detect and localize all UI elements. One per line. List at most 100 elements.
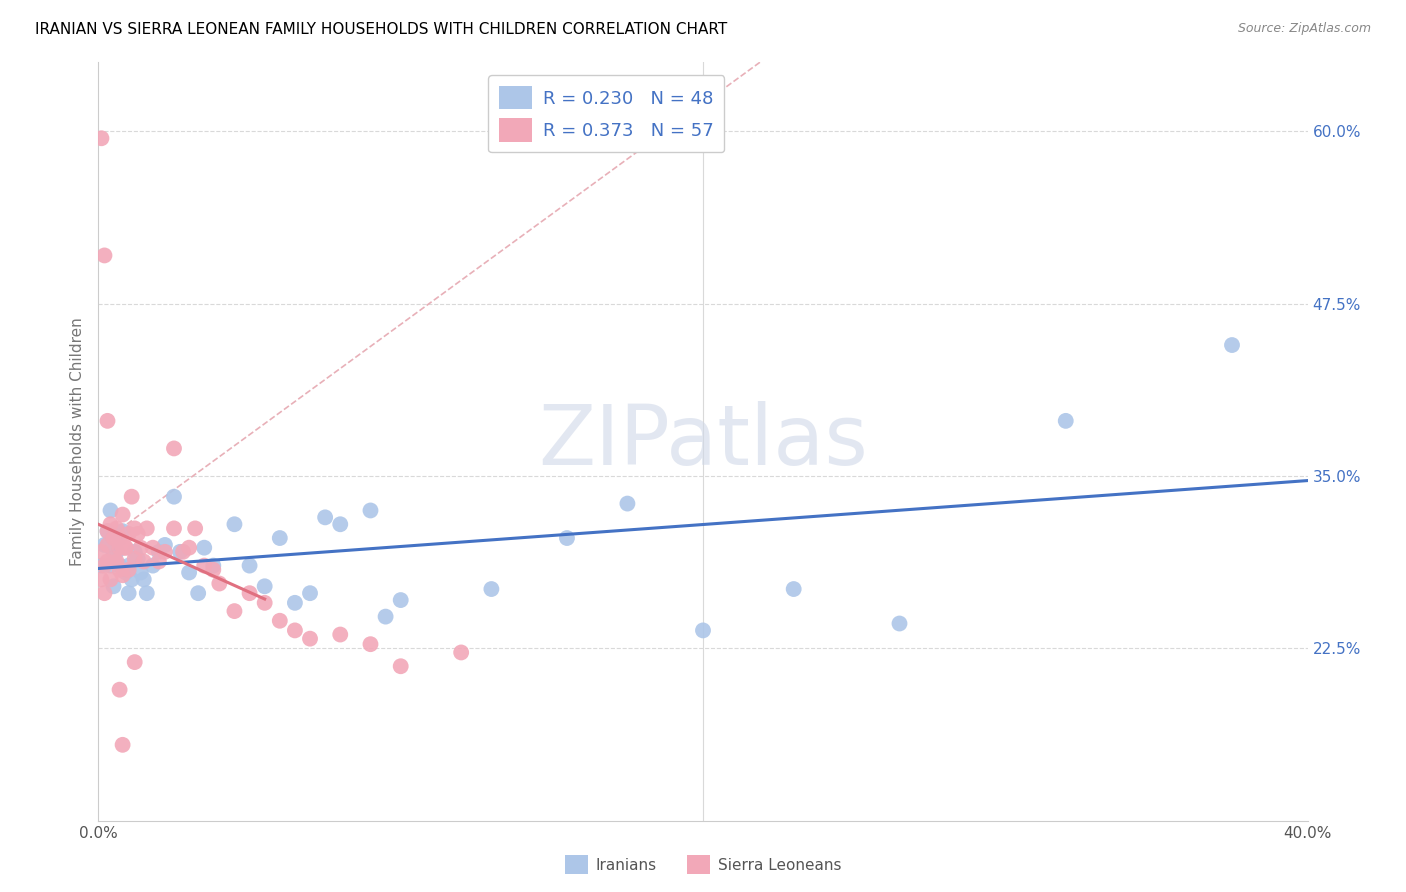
Point <box>184 521 207 535</box>
Legend: Iranians, Sierra Leoneans: Iranians, Sierra Leoneans <box>558 849 848 880</box>
Point <box>129 541 152 555</box>
Point <box>114 566 136 580</box>
Point <box>118 586 141 600</box>
Point <box>114 541 136 555</box>
Point <box>93 558 115 573</box>
Point <box>124 551 146 566</box>
Point <box>135 521 157 535</box>
Point <box>108 682 131 697</box>
Point <box>124 545 146 559</box>
Point <box>96 414 118 428</box>
Point <box>108 541 131 555</box>
Point <box>121 573 143 587</box>
Point <box>118 558 141 573</box>
Point <box>253 579 276 593</box>
Point <box>163 490 186 504</box>
Text: Source: ZipAtlas.com: Source: ZipAtlas.com <box>1237 22 1371 36</box>
Point <box>224 604 246 618</box>
Point <box>90 573 112 587</box>
Point <box>124 655 146 669</box>
Legend: R = 0.230   N = 48, R = 0.373   N = 57: R = 0.230 N = 48, R = 0.373 N = 57 <box>488 75 724 153</box>
Point <box>111 524 134 538</box>
Point <box>108 563 131 577</box>
Point <box>163 521 186 535</box>
Point <box>105 545 128 559</box>
Point <box>103 551 125 566</box>
Point <box>224 517 246 532</box>
Point <box>692 624 714 638</box>
Point <box>889 616 911 631</box>
Point <box>389 593 412 607</box>
Point <box>105 521 128 535</box>
Point <box>299 586 322 600</box>
Point <box>153 545 176 559</box>
Point <box>329 627 352 641</box>
Point <box>108 558 131 573</box>
Point <box>202 558 225 573</box>
Point <box>93 586 115 600</box>
Point <box>450 645 472 659</box>
Point <box>111 508 134 522</box>
Point <box>100 503 122 517</box>
Point <box>284 596 307 610</box>
Point <box>269 531 291 545</box>
Point <box>179 566 201 580</box>
Point <box>118 563 141 577</box>
Point <box>108 531 131 545</box>
Point <box>389 659 412 673</box>
Point <box>135 586 157 600</box>
Point <box>284 624 307 638</box>
Text: ZIPatlas: ZIPatlas <box>538 401 868 482</box>
Point <box>118 527 141 541</box>
Point <box>187 586 209 600</box>
Point <box>239 586 262 600</box>
Point <box>193 541 215 555</box>
Y-axis label: Family Households with Children: Family Households with Children <box>69 318 84 566</box>
Point <box>121 490 143 504</box>
Point <box>96 554 118 568</box>
Point <box>142 541 165 555</box>
Point <box>124 521 146 535</box>
Point <box>299 632 322 646</box>
Point <box>179 541 201 555</box>
Point <box>105 554 128 568</box>
Point <box>96 524 118 538</box>
Point <box>93 248 115 262</box>
Point <box>103 545 125 559</box>
Point <box>103 579 125 593</box>
Point <box>208 576 231 591</box>
Point <box>616 497 638 511</box>
Text: IRANIAN VS SIERRA LEONEAN FAMILY HOUSEHOLDS WITH CHILDREN CORRELATION CHART: IRANIAN VS SIERRA LEONEAN FAMILY HOUSEHO… <box>35 22 727 37</box>
Point <box>239 558 262 573</box>
Point <box>132 573 155 587</box>
Point <box>148 545 170 559</box>
Point <box>103 531 125 545</box>
Point <box>129 566 152 580</box>
Point <box>100 558 122 573</box>
Point <box>253 596 276 610</box>
Point <box>555 531 578 545</box>
Point <box>93 538 115 552</box>
Point <box>314 510 336 524</box>
Point <box>90 131 112 145</box>
Point <box>1220 338 1243 352</box>
Point <box>100 517 122 532</box>
Point <box>114 541 136 555</box>
Point <box>172 545 194 559</box>
Point <box>96 538 118 552</box>
Point <box>127 551 149 566</box>
Point <box>96 524 118 538</box>
Point <box>481 582 503 596</box>
Point <box>169 545 191 559</box>
Point <box>90 558 112 573</box>
Point <box>100 573 122 587</box>
Point <box>193 558 215 573</box>
Point <box>329 517 352 532</box>
Point <box>148 554 170 568</box>
Point <box>1054 414 1077 428</box>
Point <box>108 531 131 545</box>
Point <box>374 609 396 624</box>
Point <box>132 554 155 568</box>
Point <box>111 568 134 582</box>
Point <box>269 614 291 628</box>
